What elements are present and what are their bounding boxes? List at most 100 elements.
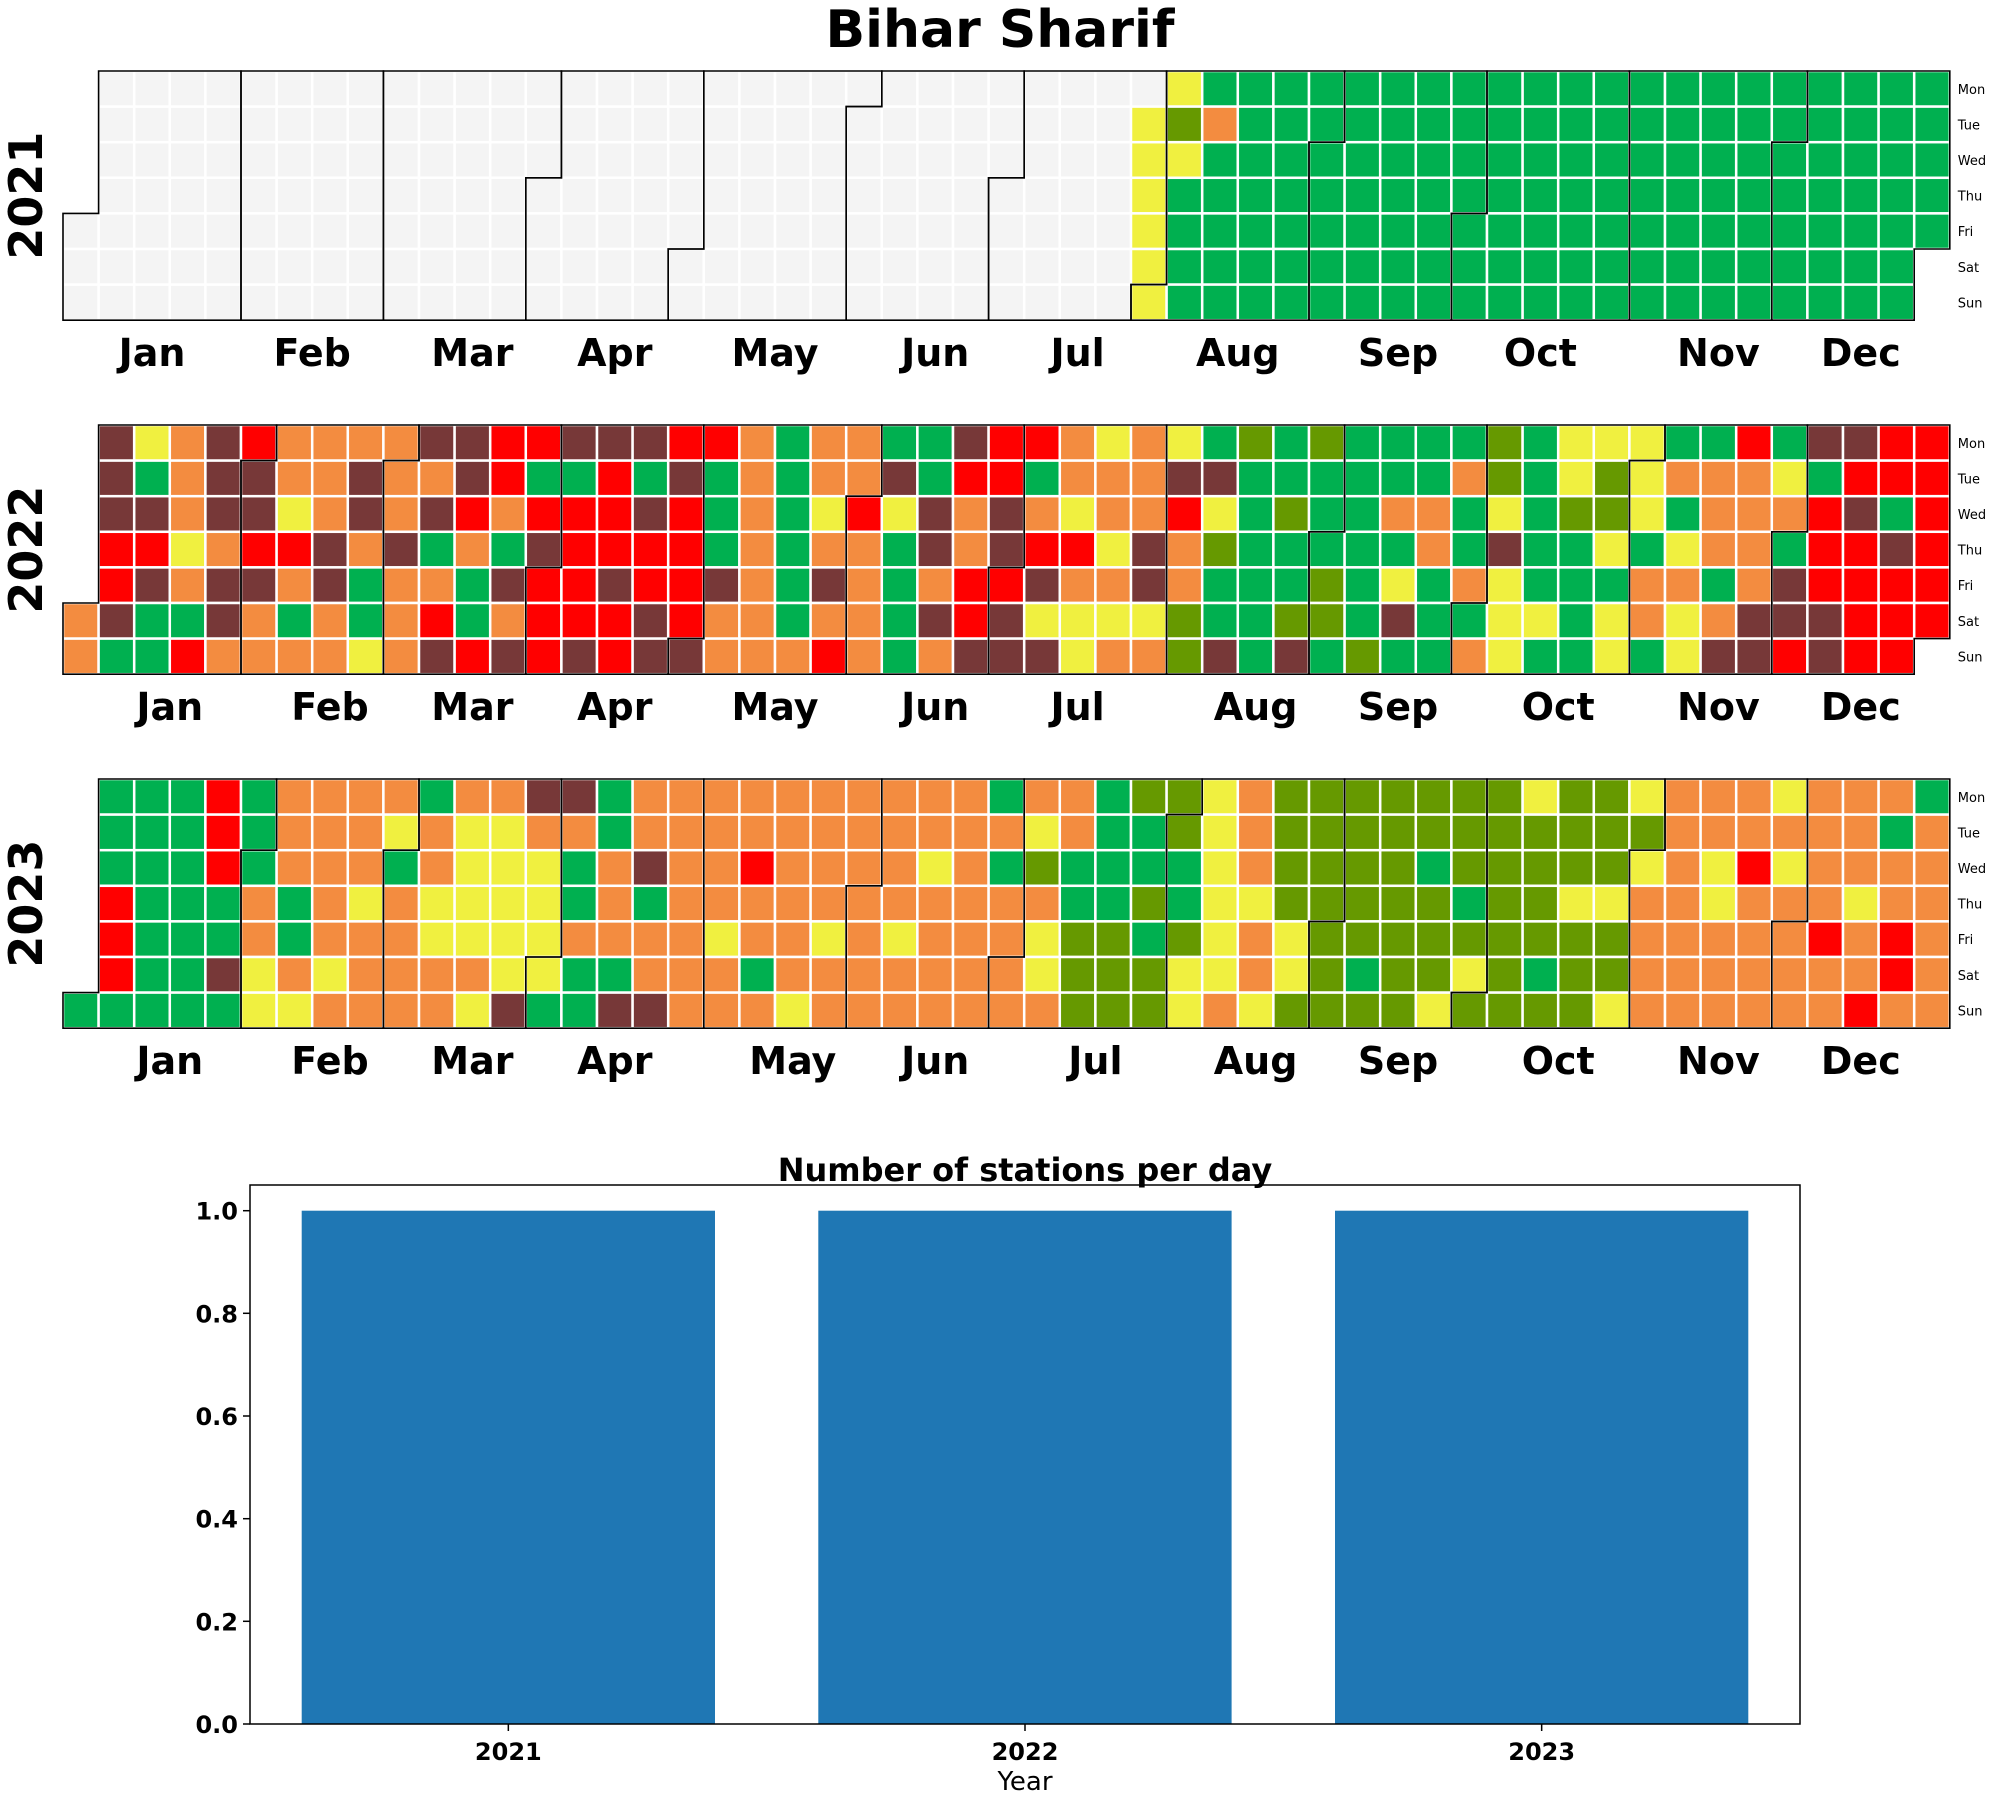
day-cell — [738, 247, 777, 286]
day-cell — [560, 920, 599, 959]
day-cell — [1806, 848, 1845, 888]
day-cell — [951, 884, 990, 923]
day-cell — [702, 247, 741, 286]
day-cell — [1200, 884, 1240, 923]
day-cell — [844, 813, 884, 852]
month-label: Apr — [577, 331, 653, 375]
day-cell — [1841, 69, 1880, 108]
day-cell — [1734, 69, 1774, 108]
day-cell — [204, 813, 243, 852]
day-cell — [310, 423, 350, 462]
day-cell — [1022, 813, 1062, 852]
day-cell — [1556, 777, 1596, 816]
day-cell — [1200, 247, 1240, 286]
day-cell — [1200, 566, 1240, 605]
day-cell — [1022, 777, 1062, 816]
day-cell — [239, 105, 278, 144]
day-cell — [738, 69, 777, 108]
day-cell — [987, 176, 1026, 215]
day-cell — [1450, 530, 1489, 569]
day-cell — [132, 176, 172, 215]
day-cell — [1378, 848, 1418, 888]
day-cell — [809, 566, 848, 605]
day-cell — [1592, 69, 1631, 108]
day-cell — [1770, 884, 1809, 923]
day-cell — [346, 884, 385, 923]
day-cell — [1165, 176, 1204, 215]
day-cell — [1129, 991, 1168, 1030]
day-cell — [275, 601, 314, 640]
day-cell — [1699, 920, 1738, 959]
day-cell — [1129, 459, 1168, 498]
day-cell — [453, 176, 492, 215]
day-cell — [738, 283, 777, 322]
day-cell — [595, 813, 634, 852]
day-cell — [1094, 283, 1133, 322]
day-cell — [310, 69, 350, 108]
day-cell — [1236, 848, 1275, 888]
day-cell — [560, 494, 599, 534]
day-cell — [1129, 283, 1168, 322]
day-cell — [1307, 283, 1346, 322]
day-cell — [1912, 884, 1952, 923]
day-cell — [595, 566, 634, 605]
day-cell — [631, 212, 670, 251]
day-cell — [524, 105, 563, 144]
day-cell — [1734, 637, 1774, 676]
month-label: Jan — [133, 685, 203, 729]
day-cell — [275, 283, 314, 322]
day-cell — [97, 637, 136, 676]
day-cell — [560, 283, 599, 322]
day-cell — [275, 920, 314, 959]
day-cell — [880, 955, 919, 994]
day-cell — [346, 777, 385, 816]
day-cell — [1414, 105, 1453, 144]
day-cell — [987, 69, 1026, 108]
day-cell — [97, 813, 136, 852]
day-cell — [1343, 601, 1382, 640]
day-cell — [97, 283, 136, 322]
day-cell — [1058, 105, 1097, 144]
day-cell — [1592, 247, 1631, 286]
day-cell — [844, 601, 884, 640]
day-cell — [1521, 777, 1560, 816]
day-cell — [275, 140, 314, 180]
day-cell — [275, 637, 314, 676]
day-cell — [310, 283, 350, 322]
day-cell — [560, 848, 599, 888]
day-cell — [809, 991, 848, 1030]
day-cell — [1022, 848, 1062, 888]
day-cell — [204, 176, 243, 215]
bar-2021 — [301, 1210, 715, 1724]
day-cell — [702, 601, 741, 640]
day-cell — [346, 176, 385, 215]
day-cell — [1200, 777, 1240, 816]
weekday-label: Tue — [1957, 118, 1980, 133]
day-cell — [1414, 955, 1453, 994]
day-cell — [880, 140, 919, 180]
day-cell — [1450, 69, 1489, 108]
day-cell — [1592, 423, 1631, 462]
day-cell — [453, 884, 492, 923]
day-cell — [1307, 777, 1346, 816]
day-cell — [204, 991, 243, 1030]
day-cell — [916, 69, 955, 108]
day-cell — [738, 176, 777, 215]
day-cell — [1485, 105, 1524, 144]
day-cell — [1770, 777, 1809, 816]
day-cell — [1450, 566, 1489, 605]
day-cell — [1699, 530, 1738, 569]
day-cell — [1343, 69, 1382, 108]
day-cell — [1592, 566, 1631, 605]
day-cell — [275, 884, 314, 923]
day-cell — [310, 991, 350, 1030]
day-cell — [666, 991, 706, 1030]
day-cell — [666, 459, 706, 498]
day-cell — [1450, 637, 1489, 676]
day-cell — [1556, 848, 1596, 888]
day-cell — [631, 423, 670, 462]
day-cell — [1236, 212, 1275, 251]
day-cell — [916, 140, 955, 180]
day-cell — [168, 105, 207, 144]
day-cell — [1450, 423, 1489, 462]
